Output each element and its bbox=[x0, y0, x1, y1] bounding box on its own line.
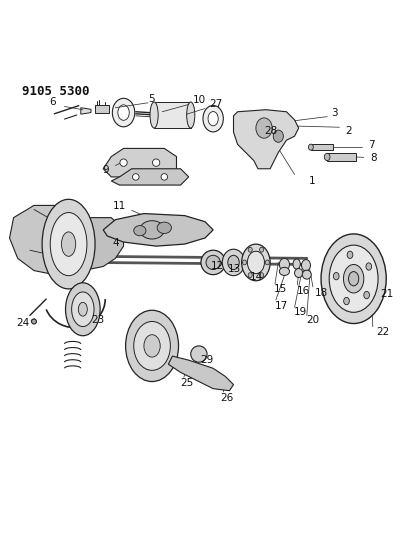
Ellipse shape bbox=[301, 270, 310, 279]
Polygon shape bbox=[103, 148, 176, 177]
Ellipse shape bbox=[279, 259, 289, 271]
Ellipse shape bbox=[348, 272, 358, 286]
Ellipse shape bbox=[247, 273, 252, 278]
Ellipse shape bbox=[157, 222, 171, 233]
Text: 28: 28 bbox=[263, 126, 276, 136]
Ellipse shape bbox=[119, 159, 127, 166]
Text: 23: 23 bbox=[91, 315, 104, 325]
Ellipse shape bbox=[324, 154, 329, 160]
Ellipse shape bbox=[72, 292, 94, 327]
Text: 4: 4 bbox=[112, 238, 119, 248]
Ellipse shape bbox=[117, 105, 129, 120]
Text: 5: 5 bbox=[148, 94, 154, 104]
Polygon shape bbox=[62, 217, 123, 271]
Text: 3: 3 bbox=[330, 108, 337, 118]
Text: 21: 21 bbox=[379, 289, 392, 299]
Ellipse shape bbox=[112, 98, 135, 127]
Text: 13: 13 bbox=[227, 264, 240, 274]
Polygon shape bbox=[111, 169, 188, 185]
Text: 19: 19 bbox=[293, 307, 306, 317]
Ellipse shape bbox=[200, 250, 225, 274]
Ellipse shape bbox=[247, 251, 264, 273]
Ellipse shape bbox=[133, 225, 146, 236]
Ellipse shape bbox=[343, 297, 348, 305]
Ellipse shape bbox=[144, 335, 160, 357]
Ellipse shape bbox=[202, 106, 223, 132]
Text: 20: 20 bbox=[305, 315, 318, 325]
Ellipse shape bbox=[61, 232, 76, 256]
Ellipse shape bbox=[132, 174, 139, 180]
Ellipse shape bbox=[272, 130, 283, 142]
Text: 24: 24 bbox=[17, 318, 30, 328]
Ellipse shape bbox=[259, 247, 263, 252]
Ellipse shape bbox=[150, 102, 158, 128]
Text: 7: 7 bbox=[367, 140, 373, 150]
Ellipse shape bbox=[65, 283, 100, 336]
Ellipse shape bbox=[161, 174, 167, 180]
Text: 12: 12 bbox=[211, 261, 224, 271]
Text: 25: 25 bbox=[180, 377, 193, 387]
Ellipse shape bbox=[42, 199, 95, 289]
Ellipse shape bbox=[78, 302, 87, 316]
Ellipse shape bbox=[328, 245, 377, 312]
Text: 9: 9 bbox=[102, 165, 109, 175]
Ellipse shape bbox=[152, 159, 160, 166]
Ellipse shape bbox=[365, 263, 371, 270]
Ellipse shape bbox=[242, 260, 246, 265]
Ellipse shape bbox=[259, 273, 263, 278]
Polygon shape bbox=[233, 110, 298, 169]
Ellipse shape bbox=[265, 260, 269, 265]
Ellipse shape bbox=[294, 269, 302, 278]
Text: 6: 6 bbox=[49, 98, 56, 107]
Ellipse shape bbox=[227, 255, 238, 270]
Text: 16: 16 bbox=[296, 286, 309, 296]
Ellipse shape bbox=[363, 292, 369, 298]
Ellipse shape bbox=[292, 259, 299, 269]
Ellipse shape bbox=[50, 213, 87, 276]
Ellipse shape bbox=[333, 272, 338, 280]
Ellipse shape bbox=[31, 319, 36, 324]
Ellipse shape bbox=[241, 244, 270, 281]
Text: 17: 17 bbox=[274, 301, 288, 311]
Bar bbox=[310, 144, 333, 150]
Polygon shape bbox=[168, 356, 233, 391]
Ellipse shape bbox=[133, 321, 170, 370]
Text: 11: 11 bbox=[112, 201, 125, 211]
Ellipse shape bbox=[320, 234, 385, 324]
Bar bbox=[154, 102, 190, 128]
Text: 27: 27 bbox=[209, 100, 222, 109]
Ellipse shape bbox=[125, 310, 178, 382]
Ellipse shape bbox=[190, 346, 207, 362]
Ellipse shape bbox=[308, 144, 312, 150]
Ellipse shape bbox=[207, 111, 218, 126]
Text: 15: 15 bbox=[274, 284, 287, 294]
Text: 18: 18 bbox=[314, 288, 327, 298]
Ellipse shape bbox=[139, 221, 164, 239]
Text: 29: 29 bbox=[200, 355, 213, 365]
Polygon shape bbox=[103, 214, 213, 246]
Ellipse shape bbox=[247, 247, 252, 252]
Text: 26: 26 bbox=[220, 393, 233, 402]
Ellipse shape bbox=[301, 260, 310, 271]
Polygon shape bbox=[9, 205, 83, 274]
Text: 22: 22 bbox=[375, 327, 388, 337]
Text: 1: 1 bbox=[308, 176, 315, 186]
Text: 8: 8 bbox=[369, 153, 375, 163]
Polygon shape bbox=[81, 108, 91, 114]
Text: 2: 2 bbox=[345, 126, 351, 136]
Text: 14: 14 bbox=[249, 272, 263, 282]
Ellipse shape bbox=[255, 118, 272, 138]
Ellipse shape bbox=[186, 102, 194, 128]
Text: 9105 5300: 9105 5300 bbox=[22, 85, 89, 98]
Ellipse shape bbox=[279, 268, 289, 276]
Ellipse shape bbox=[222, 249, 244, 276]
Text: 10: 10 bbox=[192, 95, 205, 106]
Ellipse shape bbox=[205, 255, 220, 270]
Ellipse shape bbox=[346, 251, 352, 259]
Bar bbox=[326, 154, 355, 160]
Ellipse shape bbox=[343, 264, 363, 293]
Bar bbox=[95, 105, 109, 114]
